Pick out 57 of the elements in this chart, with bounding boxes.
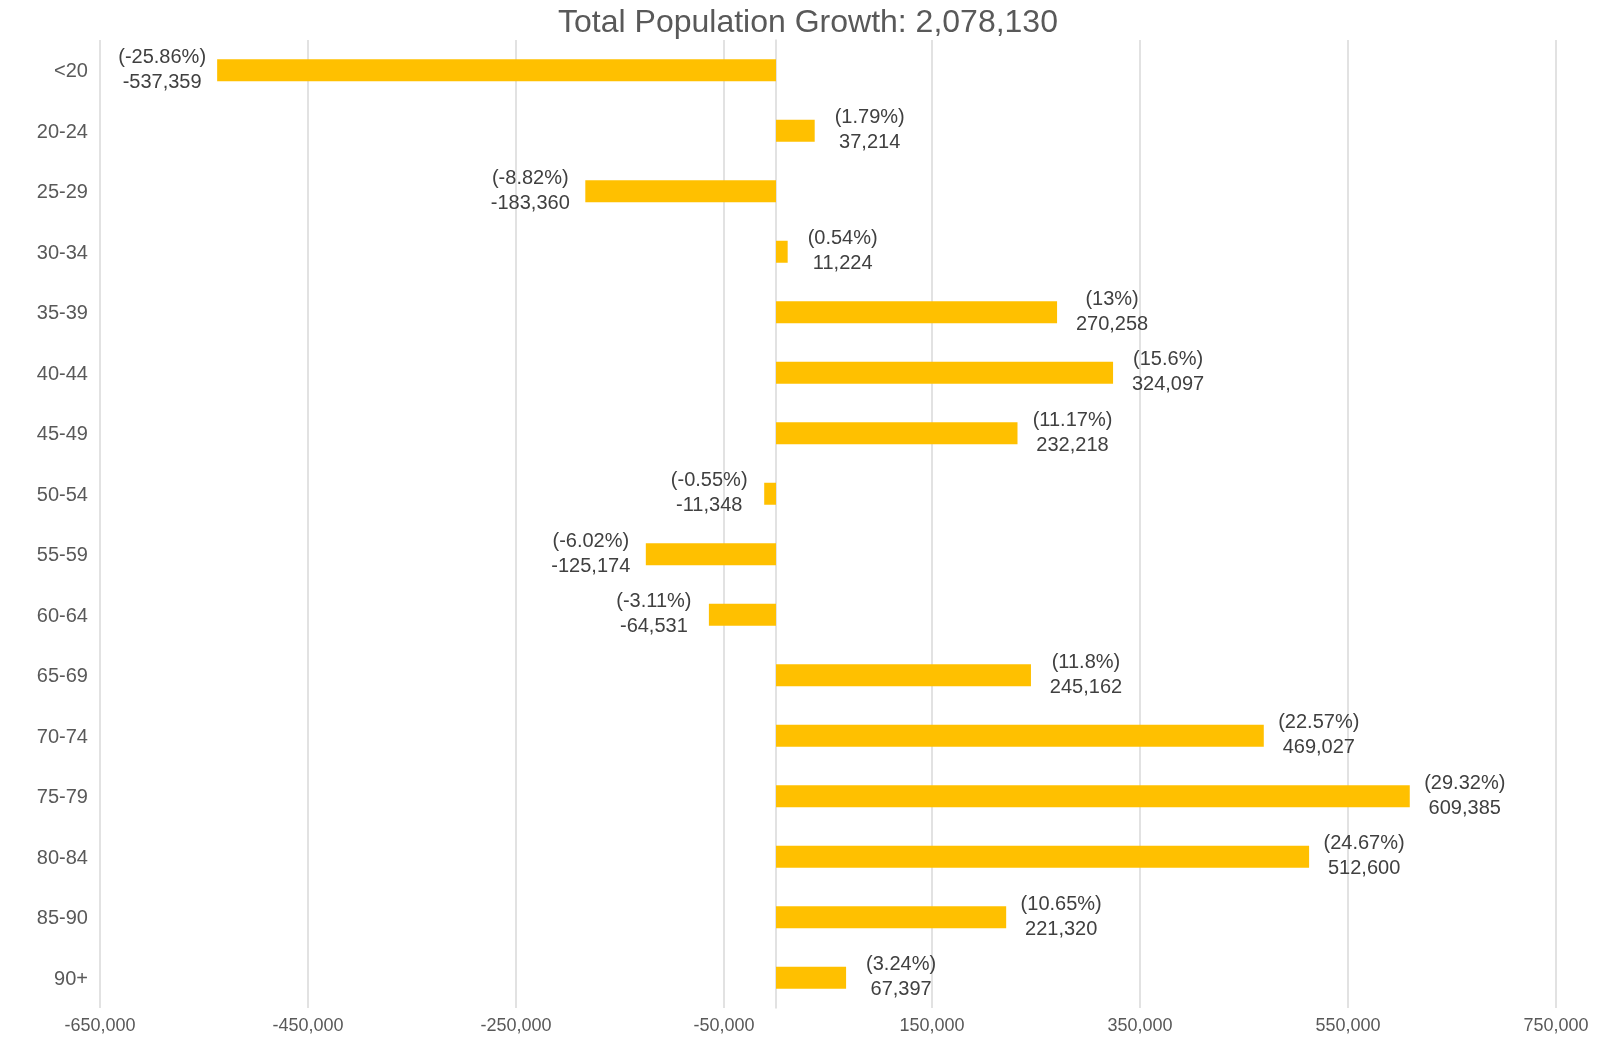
y-tick-label: 35-39: [36, 301, 88, 324]
data-label: (-6.02%) -125,174: [551, 528, 631, 576]
x-tick-label: -250,000: [480, 1015, 552, 1035]
y-tick-label: 65-69: [36, 664, 88, 687]
y-tick-label: 75-79: [36, 785, 88, 808]
data-label: (-8.82%) -183,360: [490, 165, 570, 213]
y-tick-label: 70-74: [36, 724, 88, 747]
bar: [776, 422, 1018, 445]
bar: [217, 59, 776, 82]
bar: [776, 906, 1007, 929]
y-tick-label: 90+: [54, 966, 88, 989]
bar: [645, 543, 776, 566]
y-tick-label: 20-24: [36, 119, 88, 142]
x-tick-label: -450,000: [272, 1015, 344, 1035]
data-label: (-0.55%) -11,348: [670, 468, 748, 516]
data-label: (3.24%) 67,397: [866, 952, 937, 1000]
bar: [776, 240, 788, 263]
bar: [776, 724, 1264, 747]
bar: [776, 845, 1310, 868]
bar: [776, 785, 1410, 808]
x-tick-label: 750,000: [1523, 1015, 1589, 1035]
y-tick-label: 55-59: [36, 543, 88, 566]
y-tick-label: 45-49: [36, 422, 88, 445]
y-tick-label: 40-44: [36, 361, 88, 384]
data-label: (10.65%) 221,320: [1020, 891, 1102, 939]
data-label: (1.79%) 37,214: [834, 105, 905, 153]
bar: [764, 482, 776, 505]
x-tick-label: 550,000: [1315, 1015, 1381, 1035]
bar: [708, 603, 776, 626]
y-tick-label: <20: [54, 59, 88, 82]
bar: [776, 361, 1114, 384]
y-tick-label: 25-29: [36, 180, 88, 203]
bar: [776, 301, 1058, 324]
data-label: (-25.86%) -537,359: [118, 44, 207, 92]
data-label: (0.54%) 11,224: [807, 226, 878, 274]
bar: [585, 180, 776, 203]
x-tick-label: -50,000: [693, 1015, 755, 1035]
bar: [776, 119, 815, 142]
data-label: (24.67%) 512,600: [1323, 831, 1405, 879]
y-tick-label: 80-84: [36, 845, 88, 868]
y-tick-label: 50-54: [36, 482, 88, 505]
bar: [776, 966, 847, 989]
data-label: (11.8%) 245,162: [1049, 649, 1123, 697]
data-label: (15.6%) 324,097: [1131, 347, 1205, 395]
y-tick-label: 30-34: [36, 240, 88, 263]
y-tick-label: 60-64: [36, 603, 88, 626]
data-label: (22.57%) 469,027: [1278, 710, 1360, 758]
data-label: (13%) 270,258: [1075, 286, 1149, 334]
data-label: (-3.11%) -64,531: [616, 589, 692, 637]
chart-title: Total Population Growth: 2,078,130: [558, 3, 1058, 39]
bar: [776, 664, 1031, 687]
data-label: (29.32%) 609,385: [1424, 770, 1506, 818]
x-tick-label: 350,000: [1107, 1015, 1173, 1035]
data-label: (11.17%) 232,218: [1032, 407, 1113, 455]
x-tick-label: -650,000: [64, 1015, 136, 1035]
y-tick-label: 85-90: [36, 906, 88, 929]
x-tick-label: 150,000: [899, 1015, 965, 1035]
